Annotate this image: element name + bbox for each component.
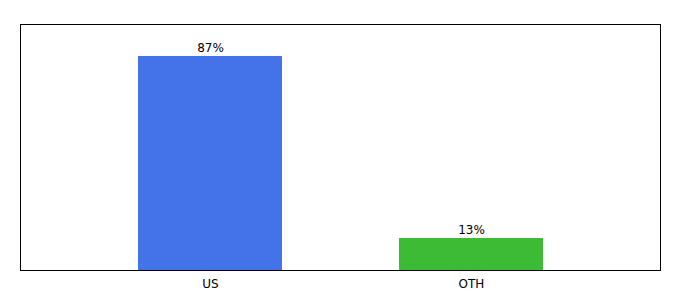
svg-text:US: US [202,277,218,291]
svg-text:OTH: OTH [459,277,485,291]
svg-text:87%: 87% [197,41,224,55]
svg-text:13%: 13% [458,223,485,237]
